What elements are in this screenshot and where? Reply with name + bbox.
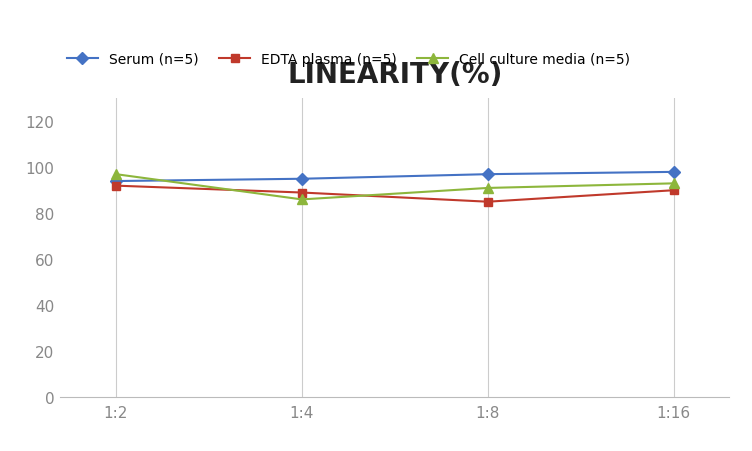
- Serum (n=5): [669, 170, 678, 175]
- Cell culture media (n=5): [111, 172, 120, 178]
- Legend: Serum (n=5), EDTA plasma (n=5), Cell culture media (n=5): Serum (n=5), EDTA plasma (n=5), Cell cul…: [67, 53, 630, 67]
- EDTA plasma (n=5): [484, 199, 493, 205]
- EDTA plasma (n=5): [111, 184, 120, 189]
- EDTA plasma (n=5): [669, 188, 678, 193]
- Line: EDTA plasma (n=5): EDTA plasma (n=5): [112, 182, 678, 207]
- Cell culture media (n=5): [297, 197, 306, 202]
- Line: Serum (n=5): Serum (n=5): [112, 168, 678, 186]
- Line: Cell culture media (n=5): Cell culture media (n=5): [111, 170, 678, 205]
- Cell culture media (n=5): [484, 186, 493, 191]
- Cell culture media (n=5): [669, 181, 678, 187]
- Serum (n=5): [297, 177, 306, 182]
- Title: LINEARITY(%): LINEARITY(%): [287, 60, 502, 88]
- Serum (n=5): [111, 179, 120, 184]
- EDTA plasma (n=5): [297, 190, 306, 196]
- Serum (n=5): [484, 172, 493, 178]
